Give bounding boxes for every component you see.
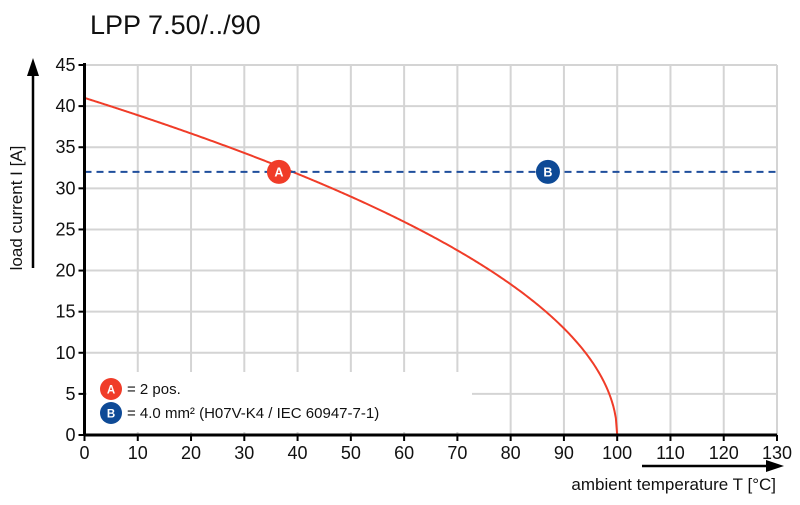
legend-background xyxy=(87,372,472,432)
y-tick-label: 0 xyxy=(65,425,75,445)
x-tick-label: 60 xyxy=(394,443,414,463)
x-tick-label: 30 xyxy=(234,443,254,463)
x-axis-label: ambient temperature T [°C] xyxy=(571,475,776,494)
y-tick-label: 20 xyxy=(55,261,75,281)
legend-badge-b xyxy=(100,402,122,424)
legend-text: = 4.0 mm² (H07V-K4 / IEC 60947-7-1) xyxy=(127,405,379,422)
legend-badge-b-label: B xyxy=(107,408,115,420)
x-tick-label: 130 xyxy=(762,443,792,463)
legend-badge-a xyxy=(100,378,122,400)
x-tick-label: 10 xyxy=(128,443,148,463)
x-tick-label: 50 xyxy=(341,443,361,463)
derating-curve xyxy=(84,96,619,436)
y-tick-label: 35 xyxy=(55,137,75,157)
y-axis-label: load current I [A] xyxy=(7,146,26,271)
legend: A = 2 pos. B = 4.0 mm² (H07V-K4 / IEC 60947… xyxy=(100,378,379,424)
x-tick-label: 120 xyxy=(709,443,739,463)
x-tick-label: 90 xyxy=(554,443,574,463)
y-tick-label: 40 xyxy=(55,96,75,116)
x-tick-label: 40 xyxy=(288,443,308,463)
marker-a xyxy=(266,159,291,184)
x-tick-label: 70 xyxy=(447,443,467,463)
y-tick-label: 10 xyxy=(55,343,75,363)
x-tick-label: 80 xyxy=(501,443,521,463)
marker-b-label: B xyxy=(543,166,552,180)
x-tick-label: 110 xyxy=(656,443,685,463)
x-tick-label: 100 xyxy=(602,443,632,463)
chart-title: LPP 7.50/../90 xyxy=(90,10,261,40)
y-tick-label: 25 xyxy=(55,219,75,239)
y-tick-label: 5 xyxy=(65,384,75,404)
y-tick-label: 15 xyxy=(55,302,75,322)
y-tick-label: 30 xyxy=(55,178,75,198)
y-tick-label: 45 xyxy=(55,55,75,75)
legend-badge-a-label: A xyxy=(107,384,116,396)
x-tick-label: 0 xyxy=(79,443,89,463)
marker-a-label: A xyxy=(274,166,283,180)
tick-labels: 0 10 20 30 40 50 60 70 80 90 100 110 120 130 0 5 10 15 20 2… xyxy=(55,55,792,463)
x-tick-label: 20 xyxy=(181,443,201,463)
marker-b xyxy=(535,159,560,184)
x-axis-arrow-icon xyxy=(642,460,784,472)
series-layer xyxy=(84,96,777,436)
y-axis-arrow-icon xyxy=(27,58,39,268)
axes xyxy=(78,63,778,441)
legend-text: = 2 pos. xyxy=(127,381,181,398)
